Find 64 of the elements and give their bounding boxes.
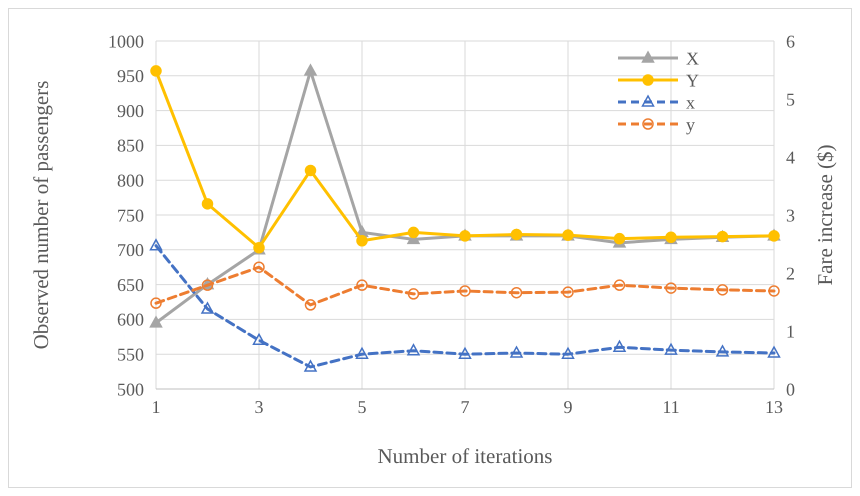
- y2-tick-label: 6: [786, 31, 795, 52]
- y2-tick-label: 3: [786, 205, 795, 226]
- x-tick-label: 11: [662, 397, 680, 417]
- y-tick-label: 850: [117, 136, 144, 156]
- x-tick-label: 1: [152, 397, 160, 417]
- x-tick-label: 7: [460, 397, 470, 417]
- x-tick-label: 9: [564, 397, 572, 417]
- point: [150, 65, 162, 77]
- y-tick-label: 500: [117, 379, 144, 400]
- y-tick-label: 1000: [108, 31, 144, 52]
- point: [304, 360, 317, 372]
- point: [562, 347, 574, 359]
- y-tick-label: 650: [117, 274, 144, 295]
- point: [252, 334, 266, 346]
- y-tick-label: 750: [117, 205, 144, 226]
- y-tick-label: 550: [117, 344, 144, 364]
- y-axis-title: Observed number of passengers: [29, 80, 53, 350]
- point: [201, 302, 214, 314]
- legend-label: y: [686, 114, 695, 134]
- legend-label: x: [686, 92, 695, 112]
- point: [768, 346, 780, 358]
- y2-tick-label: 4: [786, 147, 795, 168]
- legend-label: X: [686, 48, 699, 68]
- point: [614, 232, 626, 244]
- point: [150, 297, 162, 309]
- point: [202, 198, 214, 210]
- point: [664, 343, 678, 355]
- point: [716, 284, 728, 296]
- y2-tick-label: 5: [786, 89, 795, 110]
- x-tick-label: 13: [765, 397, 783, 417]
- point: [614, 279, 626, 291]
- point: [408, 288, 420, 300]
- y2-tick-label: 2: [786, 263, 795, 284]
- point: [356, 279, 368, 291]
- point: [356, 347, 368, 359]
- x-tick-label: 5: [358, 397, 366, 417]
- point: [613, 340, 626, 352]
- y-tick-label: 950: [117, 66, 144, 86]
- point: [510, 346, 523, 358]
- point: [304, 64, 317, 76]
- point: [408, 226, 420, 238]
- point: [768, 285, 780, 297]
- point: [716, 345, 729, 357]
- y2-axis-title: Fare increase ($): [813, 144, 837, 286]
- point: [304, 164, 316, 176]
- point: [458, 347, 472, 359]
- y-tick-label: 700: [117, 240, 144, 260]
- legend-label: Y: [686, 70, 699, 90]
- y2-tick-label: 0: [786, 379, 795, 400]
- point: [562, 286, 574, 298]
- y-tick-label: 900: [117, 100, 144, 121]
- x-tick-label: 3: [254, 397, 264, 417]
- point: [150, 316, 162, 328]
- x-axis-title: Number of iterations: [378, 444, 552, 468]
- point: [510, 286, 522, 298]
- point: [304, 299, 316, 311]
- point: [459, 285, 471, 297]
- point: [253, 261, 265, 273]
- y-tick-label: 600: [117, 310, 144, 330]
- point: [356, 235, 368, 246]
- point: [407, 344, 420, 356]
- y-tick-label: 800: [117, 170, 144, 190]
- point: [665, 282, 677, 294]
- y2-tick-label: 1: [786, 321, 795, 342]
